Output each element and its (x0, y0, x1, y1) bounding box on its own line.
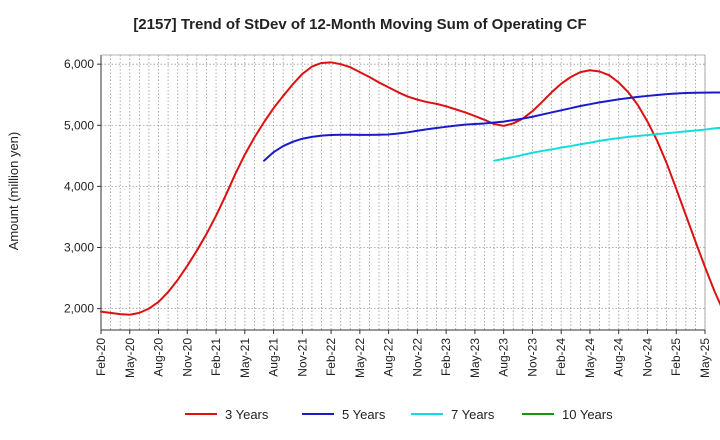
legend-item-10-years: 10 Years (522, 407, 613, 422)
x-tick-label: May-23 (468, 338, 482, 378)
axis-layer: 2,000 3,000 4,000 5,000 6,000 Feb-20 May-20 Aug… (64, 54, 712, 378)
legend-item-7-years: 7 Years (411, 407, 495, 422)
y-axis-label: Amount (million yen) (6, 132, 21, 251)
legend-label: 7 Years (451, 407, 495, 422)
legend: 3 Years 5 Years 7 Years 10 Years (185, 407, 613, 422)
x-tick-label: Feb-20 (94, 338, 108, 376)
x-tick-label: May-25 (698, 338, 712, 378)
y-tick-label: 5,000 (64, 118, 94, 132)
x-tick-label: Aug-20 (152, 338, 166, 377)
y-tick-label: 4,000 (64, 179, 94, 193)
legend-item-3-years: 3 Years (185, 407, 269, 422)
chart-title: [2157] Trend of StDev of 12-Month Moving… (133, 16, 586, 33)
grid-layer (100, 55, 706, 330)
legend-label: 10 Years (562, 407, 613, 422)
x-tick-label: Feb-25 (669, 338, 683, 376)
x-tick-label: Nov-22 (410, 338, 424, 377)
x-tick-label: Feb-21 (209, 338, 223, 376)
y-tick-label: 6,000 (64, 57, 94, 71)
y-tick-label: 3,000 (64, 241, 94, 255)
x-tick-label: Feb-23 (439, 338, 453, 376)
x-tick-label: May-21 (238, 338, 252, 378)
x-tick-label: May-24 (583, 338, 597, 378)
x-tick-label: May-22 (353, 338, 367, 378)
x-tick-label: Aug-22 (382, 338, 396, 377)
x-tick-label: Feb-22 (324, 338, 338, 376)
x-tick-label: Nov-21 (295, 338, 309, 377)
legend-label: 3 Years (225, 407, 269, 422)
series-line-7-years (493, 126, 720, 162)
x-tick-label: Aug-21 (267, 338, 281, 377)
x-tick-label: Nov-24 (640, 338, 654, 377)
y-tick-label: 2,000 (64, 302, 94, 316)
series-line-5-years (262, 91, 720, 162)
legend-item-5-years: 5 Years (302, 407, 386, 422)
x-tick-label: Aug-24 (612, 338, 626, 377)
x-tick-label: Aug-23 (497, 338, 511, 377)
x-tick-label: May-20 (123, 338, 137, 378)
plot-area (101, 55, 705, 330)
x-tick-label: Feb-24 (554, 338, 568, 376)
x-tick-label: Nov-20 (180, 338, 194, 377)
legend-label: 5 Years (342, 407, 386, 422)
series-line-3-years (100, 61, 720, 316)
series-layer (100, 61, 720, 316)
x-tick-label: Nov-23 (525, 338, 539, 377)
